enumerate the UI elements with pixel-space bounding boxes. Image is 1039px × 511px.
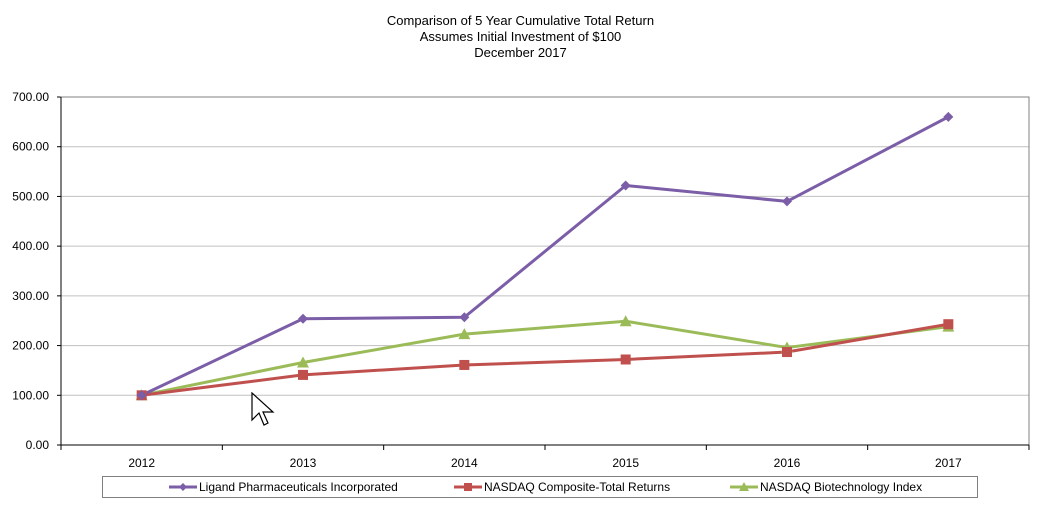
x-tick-label: 2012 — [128, 456, 155, 470]
y-tick-label: 100.00 — [12, 388, 49, 402]
y-tick-label: 400.00 — [12, 239, 49, 253]
legend-swatch-nasdaq-biotech — [730, 482, 758, 491]
legend-item-nasdaq-biotech: NASDAQ Biotechnology Index — [730, 477, 922, 497]
data-point-nasdaq-composite — [620, 354, 631, 365]
data-point-nasdaq-composite — [459, 359, 470, 370]
data-point-nasdaq-biotech — [619, 315, 632, 327]
data-point-ligand — [943, 111, 954, 122]
legend-item-nasdaq-composite: NASDAQ Composite-Total Returns — [454, 477, 670, 497]
series-line-1 — [141, 322, 949, 397]
y-tick-label: 500.00 — [12, 189, 49, 203]
data-point-ligand — [782, 196, 792, 207]
legend-marker-nasdaq-composite — [464, 483, 472, 491]
x-tick-label: 2014 — [451, 456, 478, 470]
y-tick-label: 300.00 — [12, 289, 49, 303]
legend-label-nasdaq-biotech: NASDAQ Biotechnology Index — [760, 480, 923, 494]
series-line-0 — [141, 115, 950, 397]
data-point-nasdaq-composite — [782, 347, 792, 358]
legend-marker-ligand — [179, 483, 187, 491]
chart-title-block: Comparison of 5 Year Cumulative Total Re… — [0, 13, 1039, 61]
y-tick-label: 200.00 — [12, 339, 49, 353]
data-point-ligand — [620, 180, 631, 191]
legend-swatch-nasdaq-composite — [454, 483, 482, 491]
x-tick-label: 2016 — [774, 456, 801, 470]
data-point-ligand — [298, 313, 308, 324]
y-tick-label: 0.00 — [26, 438, 50, 452]
legend-label-nasdaq-composite: NASDAQ Composite-Total Returns — [484, 480, 671, 494]
legend-label-ligand: Ligand Pharmaceuticals Incorporated — [199, 480, 398, 494]
line-chart: 0.00 100.00 200.00 300.00 400.00 500.00 600.00… — [12, 90, 1030, 470]
data-point-nasdaq-biotech — [458, 328, 471, 340]
x-tick-label: 2015 — [612, 456, 639, 470]
legend-marker-nasdaq-biotech — [739, 482, 749, 491]
data-point-ligand — [459, 312, 470, 323]
chart-subtitle: Assumes Initial Investment of $100 — [419, 29, 622, 44]
data-point-nasdaq-biotech — [297, 356, 309, 368]
legend-swatch-ligand — [169, 483, 197, 491]
chart-title: Comparison of 5 Year Cumulative Total Re… — [386, 13, 655, 28]
chart-date: December 2017 — [474, 45, 567, 60]
plot-area — [61, 97, 1029, 445]
y-tick-label: 600.00 — [12, 140, 49, 154]
legend-item-ligand: Ligand Pharmaceuticals Incorporated — [169, 477, 398, 497]
chart-legend: Ligand Pharmaceuticals Incorporated NASD… — [102, 476, 978, 498]
data-point-ligand — [136, 390, 147, 401]
data-point-nasdaq-composite — [298, 369, 308, 380]
x-tick-label: 2013 — [290, 456, 317, 470]
series-line-2 — [141, 319, 949, 397]
y-tick-label: 700.00 — [12, 90, 49, 104]
data-point-nasdaq-composite — [943, 319, 954, 330]
x-tick-label: 2017 — [935, 456, 962, 470]
mouse-cursor-icon — [251, 392, 275, 426]
